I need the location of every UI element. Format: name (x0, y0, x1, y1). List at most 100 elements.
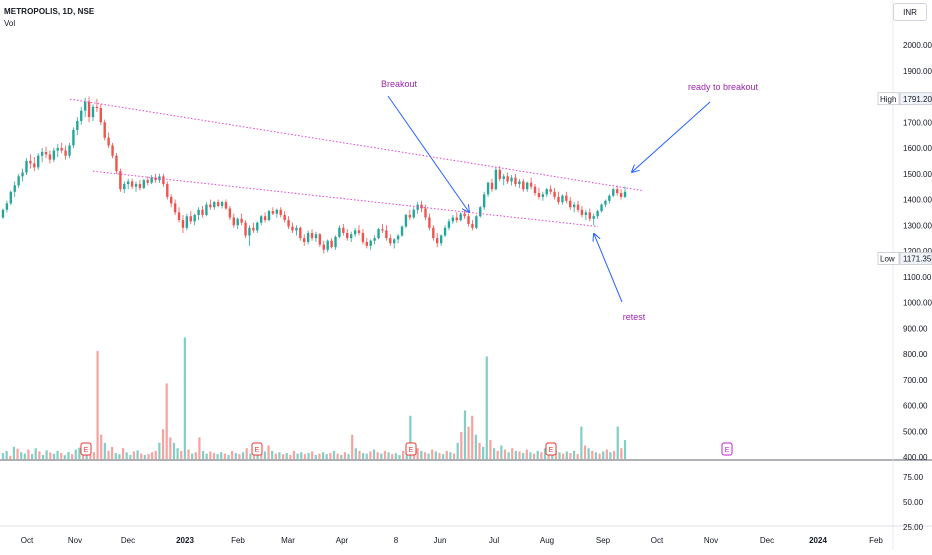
volume-bar (212, 453, 216, 459)
price-tick-label: 700.00 (903, 376, 928, 385)
candle-body (451, 217, 455, 222)
candle-body (275, 209, 279, 214)
volume-bar (460, 432, 463, 459)
volume-bar (132, 451, 136, 459)
volume-bar (216, 454, 219, 459)
candle-body (424, 208, 427, 218)
price-tick-label: 1100.00 (903, 273, 932, 282)
candle-body (479, 207, 482, 217)
volume-bar (307, 453, 310, 459)
volume-bar (191, 453, 194, 459)
volume-bar (463, 410, 467, 459)
volume-bar (296, 453, 299, 459)
candle-body (291, 226, 294, 231)
price-tick-label: 1600.00 (903, 144, 932, 153)
currency-button[interactable]: INR (893, 3, 927, 21)
candle-body (205, 204, 208, 215)
candle-body (134, 184, 138, 187)
volume-bar (398, 454, 401, 459)
volume-bar (220, 452, 223, 459)
candle-body (87, 101, 91, 118)
volume-bar (503, 449, 507, 459)
volume-bar (30, 454, 34, 459)
candle-body (436, 238, 439, 244)
candle-body (506, 176, 509, 182)
volume-bar (369, 451, 372, 459)
volume-bar (511, 448, 514, 459)
volume-bar (438, 453, 441, 459)
volume-bar (376, 452, 379, 459)
volume-bar (129, 454, 132, 459)
volume-bar (121, 448, 125, 459)
candle-body (83, 101, 87, 111)
volume-bar (252, 454, 256, 459)
candle-body (193, 214, 196, 222)
volume-bar (303, 454, 307, 459)
price-tick-label: 2000.00 (903, 41, 932, 50)
volume-bar (151, 452, 154, 459)
earnings-marker (545, 442, 557, 456)
volume-bar (161, 429, 165, 459)
volume-bar (518, 451, 521, 459)
candle-body (619, 193, 623, 197)
candle-body (201, 209, 204, 215)
volume-bar (314, 454, 317, 459)
time-tick-label: Jul (489, 536, 499, 545)
candle-body (228, 208, 232, 218)
volume-bar (507, 452, 510, 459)
volume-bar (354, 448, 357, 459)
earnings-marker-label: E (725, 447, 730, 454)
earnings-marker-label: E (409, 447, 414, 454)
volume-bar (249, 453, 252, 459)
candle-body (91, 106, 95, 118)
ready-arrow (632, 101, 711, 172)
volume-bar (580, 426, 583, 459)
candle-body (369, 240, 372, 246)
volume-label: Vol (4, 19, 16, 28)
candle-body (306, 232, 310, 242)
volume-bar (143, 454, 146, 459)
volume-bar (394, 453, 397, 459)
volume-bar (500, 445, 503, 459)
volume-bar (594, 452, 598, 459)
candle-body (565, 195, 568, 201)
candle-body (40, 151, 44, 156)
earnings-marker (405, 442, 417, 456)
candle-body (1, 209, 5, 218)
volume-bar (20, 452, 23, 459)
volume-bar (591, 450, 594, 459)
volume-bar (52, 453, 56, 459)
candle-body (126, 181, 130, 185)
volume-bar (27, 449, 30, 459)
volume-bar (332, 450, 336, 459)
candle-body (588, 212, 591, 219)
volume-bar (471, 415, 474, 459)
candle-body (475, 216, 478, 228)
volume-bar (165, 383, 168, 459)
volume-bar (241, 452, 245, 459)
candle-body (420, 204, 423, 209)
candle-body (287, 220, 290, 227)
volume-bar (223, 453, 226, 459)
price-tick-label: 600.00 (903, 402, 928, 411)
volume-bar (169, 437, 172, 459)
candle-body (240, 218, 243, 223)
candle-body (392, 239, 396, 244)
symbol-title[interactable]: METROPOLIS, 1D, NSE (4, 7, 95, 16)
volume-bar (540, 452, 543, 459)
candle-body (314, 234, 318, 239)
candle-body (572, 204, 576, 208)
candle-body (600, 204, 603, 212)
candle-body (5, 203, 9, 210)
candle-body (467, 216, 470, 224)
candle-body (569, 200, 572, 208)
lower-trendline (92, 170, 599, 228)
volume-bar (565, 451, 568, 459)
candle-body (310, 232, 314, 239)
candle-body (115, 155, 118, 172)
annotation-label: Breakout (381, 79, 418, 89)
candle-body (25, 160, 28, 173)
candle-body (220, 202, 224, 206)
